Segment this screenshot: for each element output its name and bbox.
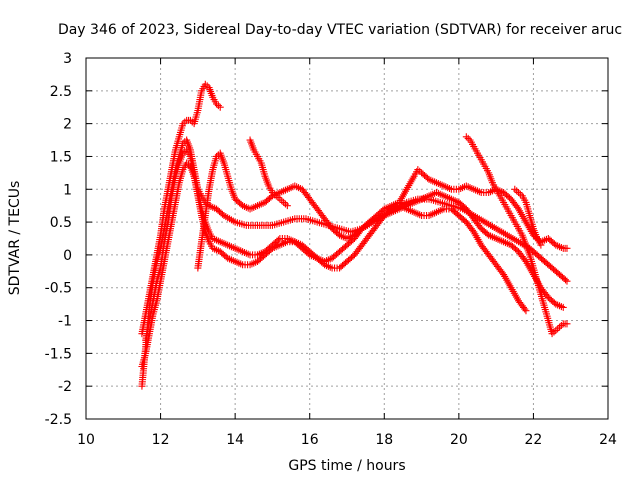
y-tick-label: -1.5: [45, 346, 72, 362]
data-point: [511, 185, 519, 193]
series-track-1: [138, 136, 571, 390]
series-track-6: [246, 136, 291, 210]
y-tick-label: 1: [63, 182, 72, 198]
plot-frame: [85, 57, 609, 420]
data-point: [515, 189, 523, 197]
data-point: [563, 320, 571, 328]
data-point: [469, 226, 477, 234]
data-point: [214, 102, 222, 110]
x-tick-label: 18: [375, 432, 393, 448]
y-tick-label: -2: [58, 379, 72, 395]
data-point: [521, 256, 529, 264]
y-tick-label: 2.5: [50, 84, 72, 100]
data-point: [556, 323, 564, 331]
x-tick-label: 16: [301, 432, 319, 448]
y-tick-label: -0.5: [45, 281, 72, 297]
data-point: [278, 197, 286, 205]
data-point: [295, 184, 303, 192]
data-point: [552, 326, 560, 334]
data-point: [274, 236, 282, 244]
y-tick-label: 1.5: [50, 149, 72, 165]
x-tick-labels: 10 12 14 16 18 20 22 24: [77, 432, 617, 448]
data-point: [559, 303, 567, 311]
x-tick-label: 10: [77, 432, 95, 448]
data-point: [513, 187, 521, 195]
data-point: [459, 184, 467, 192]
data-point: [522, 307, 530, 315]
series-track-8: [511, 185, 545, 249]
series-track-7: [462, 133, 571, 338]
x-tick-label: 14: [226, 432, 244, 448]
x-tick-label: 24: [599, 432, 617, 448]
series-track-2: [138, 80, 224, 338]
y-tick-label: -2.5: [45, 412, 72, 428]
data-point: [537, 241, 545, 249]
series-track-5: [194, 149, 571, 272]
data-point: [557, 321, 565, 329]
x-tick-label: 20: [450, 432, 468, 448]
data-point: [462, 133, 470, 141]
data-points: [138, 80, 571, 390]
data-point: [186, 116, 194, 124]
y-tick-label: 2: [63, 117, 72, 133]
data-point: [498, 269, 506, 277]
y-tick-label: 0.5: [50, 215, 72, 231]
data-point: [281, 200, 289, 208]
y-tick-label: 3: [63, 51, 72, 67]
data-point: [276, 195, 284, 203]
y-tick-labels: 3 2.5 2 1.5 1 0.5 0 -0.5 -1 -1.5 -2 -2.5: [45, 51, 72, 428]
data-point: [513, 203, 521, 211]
data-point: [216, 103, 224, 111]
y-tick-label: 0: [63, 248, 72, 264]
data-point: [563, 244, 571, 252]
x-tick-label: 12: [152, 432, 170, 448]
data-point: [563, 277, 571, 285]
data-point: [561, 276, 569, 284]
data-point: [280, 198, 288, 206]
y-tick-label: -1: [58, 314, 72, 330]
y-axis-title: SDTVAR / TECUs: [7, 181, 23, 296]
data-point: [554, 325, 562, 333]
data-point: [516, 190, 524, 198]
data-point: [521, 305, 529, 313]
x-axis-title: GPS time / hours: [288, 458, 405, 474]
data-point: [283, 202, 291, 210]
x-tick-label: 22: [525, 432, 543, 448]
chart-title: Day 346 of 2023, Sidereal Day-to-day VTE…: [58, 22, 622, 38]
data-point: [464, 134, 472, 142]
